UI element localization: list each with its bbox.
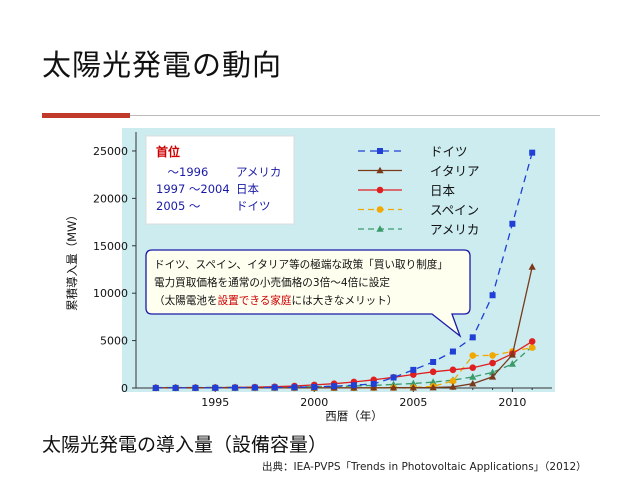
data-point: [429, 368, 437, 376]
data-point: [430, 358, 437, 365]
series-line: [155, 152, 533, 389]
data-point: [370, 380, 377, 387]
data-point: [251, 384, 258, 391]
legend-item: イタリア: [358, 164, 480, 179]
ranking-box-bg: [145, 135, 295, 225]
data-point: [376, 186, 384, 194]
data-point: [489, 359, 496, 367]
data-point: [410, 366, 417, 373]
legend-label: アメリカ: [430, 222, 479, 237]
data-point: [528, 344, 536, 351]
callout-line-2: 電力買取価格を通常の小売価格の3倍～4倍に設定: [154, 276, 390, 289]
data-point: [232, 384, 239, 391]
y-tick-label: 20000: [93, 192, 128, 205]
data-point: [390, 374, 397, 381]
ranking-period: 2005 ～: [156, 199, 201, 213]
data-point: [528, 338, 536, 345]
data-point: [488, 368, 497, 376]
data-point: [469, 334, 476, 341]
data-point: [469, 379, 477, 387]
data-point: [429, 378, 437, 385]
data-point: [449, 348, 456, 355]
x-tick-label: 2010: [498, 396, 526, 409]
data-point: [291, 384, 298, 391]
legend-label: イタリア: [430, 164, 480, 179]
y-tick-label: 15000: [93, 240, 128, 253]
callout-bubble: [145, 249, 471, 338]
data-point: [192, 384, 199, 391]
data-point: [152, 384, 159, 391]
policy-callout: ドイツ、スペイン、イタリア等の極端な政策「買い取り制度」 電力買取価格を通常の小…: [145, 249, 471, 338]
data-point: [389, 383, 398, 391]
legend-label: スペイン: [430, 203, 479, 218]
y-tick-label: 5000: [100, 335, 128, 348]
data-point: [409, 379, 417, 387]
data-point: [376, 225, 384, 232]
title-divider: [130, 115, 600, 116]
data-point: [489, 352, 496, 359]
data-point: [376, 166, 384, 174]
y-tick-label: 10000: [93, 287, 128, 300]
ranking-period: ～1996: [156, 165, 208, 179]
data-point: [449, 366, 457, 374]
ranking-period: 1997 ～2004: [156, 182, 230, 196]
data-point: [370, 383, 378, 391]
y-tick-label: 0: [121, 382, 128, 395]
ranking-heading: 首位: [156, 144, 180, 159]
data-point: [469, 352, 477, 359]
x-tick-label: 2000: [300, 396, 328, 409]
legend-item: ドイツ: [358, 144, 468, 159]
data-point: [528, 263, 536, 270]
ranking-country: ドイツ: [236, 199, 271, 213]
data-point: [509, 220, 516, 227]
data-point: [469, 364, 477, 371]
data-point: [429, 383, 437, 391]
axes: 0 5000 10000 15000 20000 25000 1995 2000 2005 201…: [65, 132, 552, 422]
data-point: [377, 148, 383, 154]
y-tick-label: 25000: [93, 145, 128, 158]
leader-ranking-box: 首位 ～1996 アメリカ 1997 ～2004 日本 2005 ～ ドイツ: [145, 135, 295, 225]
legend-item: アメリカ: [358, 222, 479, 237]
data-point: [409, 383, 417, 391]
data-point: [469, 373, 477, 380]
data-point: [449, 377, 457, 385]
y-axis-label: 累積導入量（MW）: [65, 209, 79, 311]
x-axis-label: 西暦（年）: [325, 409, 383, 422]
data-point: [529, 149, 536, 156]
ranking-country: アメリカ: [236, 165, 281, 179]
data-point: [508, 350, 516, 358]
pv-installation-chart: 0 5000 10000 15000 20000 25000 1995 2000 2005 201…: [65, 128, 555, 422]
x-tick-label: 2005: [399, 396, 427, 409]
data-point: [311, 383, 318, 390]
title-accent-bar: [42, 113, 130, 118]
series-ドイツ: [152, 149, 536, 391]
slide-title: 太陽光発電の動向: [42, 48, 283, 82]
source-citation: 出典：IEA-PVPS「Trends in Photovoltaic Appli…: [262, 461, 587, 473]
legend-item: 日本: [358, 183, 456, 198]
legend-label: ドイツ: [430, 144, 468, 159]
data-point: [376, 206, 384, 213]
ranking-country: 日本: [236, 182, 259, 196]
data-point: [350, 382, 357, 389]
callout-line-1: ドイツ、スペイン、イタリア等の極端な政策「買い取り制度」: [154, 258, 448, 271]
data-point: [508, 360, 516, 367]
data-point: [331, 383, 338, 390]
legend-label: 日本: [430, 183, 456, 198]
series-layer: [152, 149, 536, 392]
data-point: [489, 292, 496, 299]
callout-line-3: （太陽電池を設置できる家庭には大きなメリット）: [154, 294, 397, 307]
data-point: [271, 384, 278, 391]
x-tick-label: 1995: [201, 396, 229, 409]
data-point: [172, 384, 179, 391]
data-point: [449, 383, 457, 390]
data-point: [488, 373, 497, 380]
chart-caption: 太陽光発電の導入量（設備容量）: [42, 434, 328, 456]
data-point: [212, 384, 219, 391]
legend-item: スペイン: [358, 203, 479, 218]
